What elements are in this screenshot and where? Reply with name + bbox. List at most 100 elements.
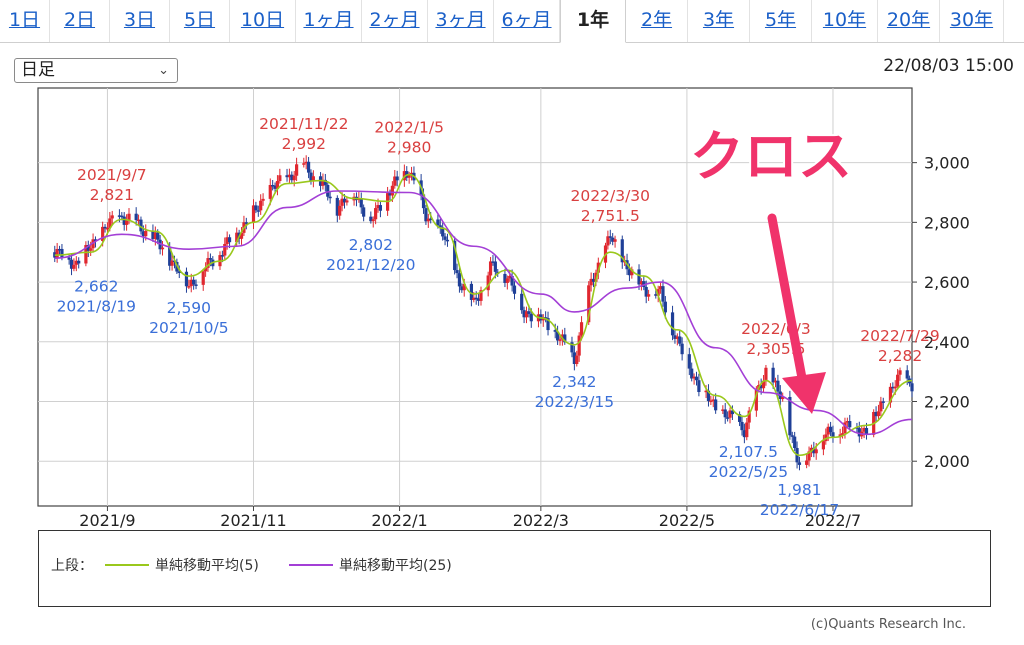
candle-body	[168, 247, 172, 266]
candle-body	[642, 281, 646, 288]
candle-body	[342, 198, 347, 203]
tab-period-11[interactable]: 3年	[688, 0, 750, 42]
legend-ma5-swatch	[105, 564, 149, 566]
candle-body	[208, 258, 213, 260]
candle-body	[244, 222, 248, 224]
candle-body	[261, 198, 265, 201]
candle-body	[285, 175, 289, 178]
candle-body	[340, 198, 344, 206]
tab-period-3[interactable]: 5日	[170, 0, 230, 42]
candle-body	[606, 236, 610, 246]
legend-ma5-label: 単純移動平均(5)	[155, 558, 259, 574]
candle-body	[395, 176, 399, 181]
tab-period-15[interactable]: 30年	[940, 0, 1004, 42]
candle-body	[443, 236, 447, 240]
candle-body	[239, 232, 244, 239]
candle-body	[512, 285, 517, 294]
tab-period-1[interactable]: 2日	[50, 0, 110, 42]
y-tick-label: 2,200	[924, 393, 970, 412]
candle-body	[345, 200, 349, 203]
candle-body	[295, 164, 299, 176]
annotation-date: 2022/6/3	[741, 320, 811, 338]
candle-body	[374, 208, 378, 220]
legend-ma25-label: 単純移動平均(25)	[339, 558, 452, 574]
candle-body	[678, 336, 682, 344]
candle-body	[251, 205, 256, 223]
tab-period-5[interactable]: 1ヶ月	[296, 0, 362, 42]
candle-body	[362, 207, 366, 217]
tab-period-14[interactable]: 20年	[878, 0, 940, 42]
candle-body	[879, 401, 883, 412]
tab-period-6[interactable]: 2ヶ月	[362, 0, 428, 42]
candle-body	[101, 226, 105, 241]
candle-body	[857, 428, 861, 437]
tab-period-8[interactable]: 6ヶ月	[494, 0, 560, 42]
legend-prefix: 上段：	[51, 558, 93, 574]
candle-body	[673, 335, 677, 339]
annotation-date: 2022/5/25	[709, 463, 788, 481]
chevron-down-icon: ⌄	[158, 63, 169, 78]
candle-body	[723, 409, 727, 418]
candle-body	[781, 396, 785, 400]
candle-body	[476, 298, 481, 301]
candle-body	[275, 181, 280, 189]
candle-body	[460, 286, 464, 291]
tab-period-9[interactable]: 1年	[560, 0, 626, 43]
candle-body	[421, 194, 426, 209]
ma25-line	[54, 190, 913, 436]
annotation-value: 1,981	[777, 481, 821, 499]
candle-body	[287, 174, 292, 178]
tab-period-0[interactable]: 1日	[0, 0, 50, 42]
tab-period-2[interactable]: 3日	[110, 0, 170, 42]
candle-body	[194, 284, 198, 286]
candle-body	[726, 417, 730, 419]
interval-select[interactable]: 日足 ⌄	[14, 58, 178, 83]
candle-body	[656, 289, 660, 296]
candle-body	[896, 374, 900, 387]
candle-body	[637, 269, 641, 285]
candle-body	[86, 245, 90, 251]
candle-body	[491, 261, 495, 263]
candle-body	[826, 426, 830, 435]
annotation-value: 2,107.5	[719, 443, 778, 461]
tab-period-10[interactable]: 2年	[626, 0, 688, 42]
candle-body	[687, 354, 691, 369]
candle-body	[55, 248, 59, 258]
candle-body	[845, 421, 849, 423]
candle-body	[647, 294, 651, 297]
candle-body	[474, 297, 478, 300]
candle-body	[390, 185, 394, 196]
candle-body	[505, 278, 509, 283]
copyright: (c)Quants Research Inc.	[810, 617, 966, 632]
candle-body	[335, 197, 339, 216]
candle-body	[407, 174, 411, 178]
candle-body	[613, 239, 617, 242]
candle-body	[426, 218, 430, 222]
candle-body	[704, 390, 708, 393]
candle-body	[773, 380, 778, 383]
candle-body	[254, 205, 258, 211]
candle-body	[520, 293, 524, 311]
candle-body	[675, 336, 679, 339]
candle-body	[144, 230, 148, 237]
tab-period-13[interactable]: 10年	[812, 0, 878, 42]
candle-body	[529, 313, 533, 322]
tab-period-7[interactable]: 3ヶ月	[428, 0, 494, 42]
tab-period-12[interactable]: 5年	[750, 0, 812, 42]
tab-period-4[interactable]: 10日	[230, 0, 296, 42]
plot-frame	[37, 87, 913, 507]
x-tick-label: 2021/11	[220, 511, 286, 530]
candle-body	[680, 343, 684, 355]
period-tab-bar: 1日 2日 3日 5日 10日 1ヶ月 2ヶ月 3ヶ月 6ヶ月 1年 2年 3年 5年 10年 20年 30年	[0, 0, 1024, 43]
annotation-date: 2021/11/22	[259, 115, 348, 133]
candle-body	[57, 248, 62, 251]
candle-body	[805, 460, 809, 465]
candle-body	[479, 290, 483, 301]
candle-body	[488, 261, 493, 276]
candle-body	[304, 161, 308, 164]
candle-body	[510, 275, 514, 286]
annotation-date: 2021/10/5	[149, 319, 228, 337]
candle-body	[553, 330, 557, 332]
candle-body	[714, 399, 718, 411]
